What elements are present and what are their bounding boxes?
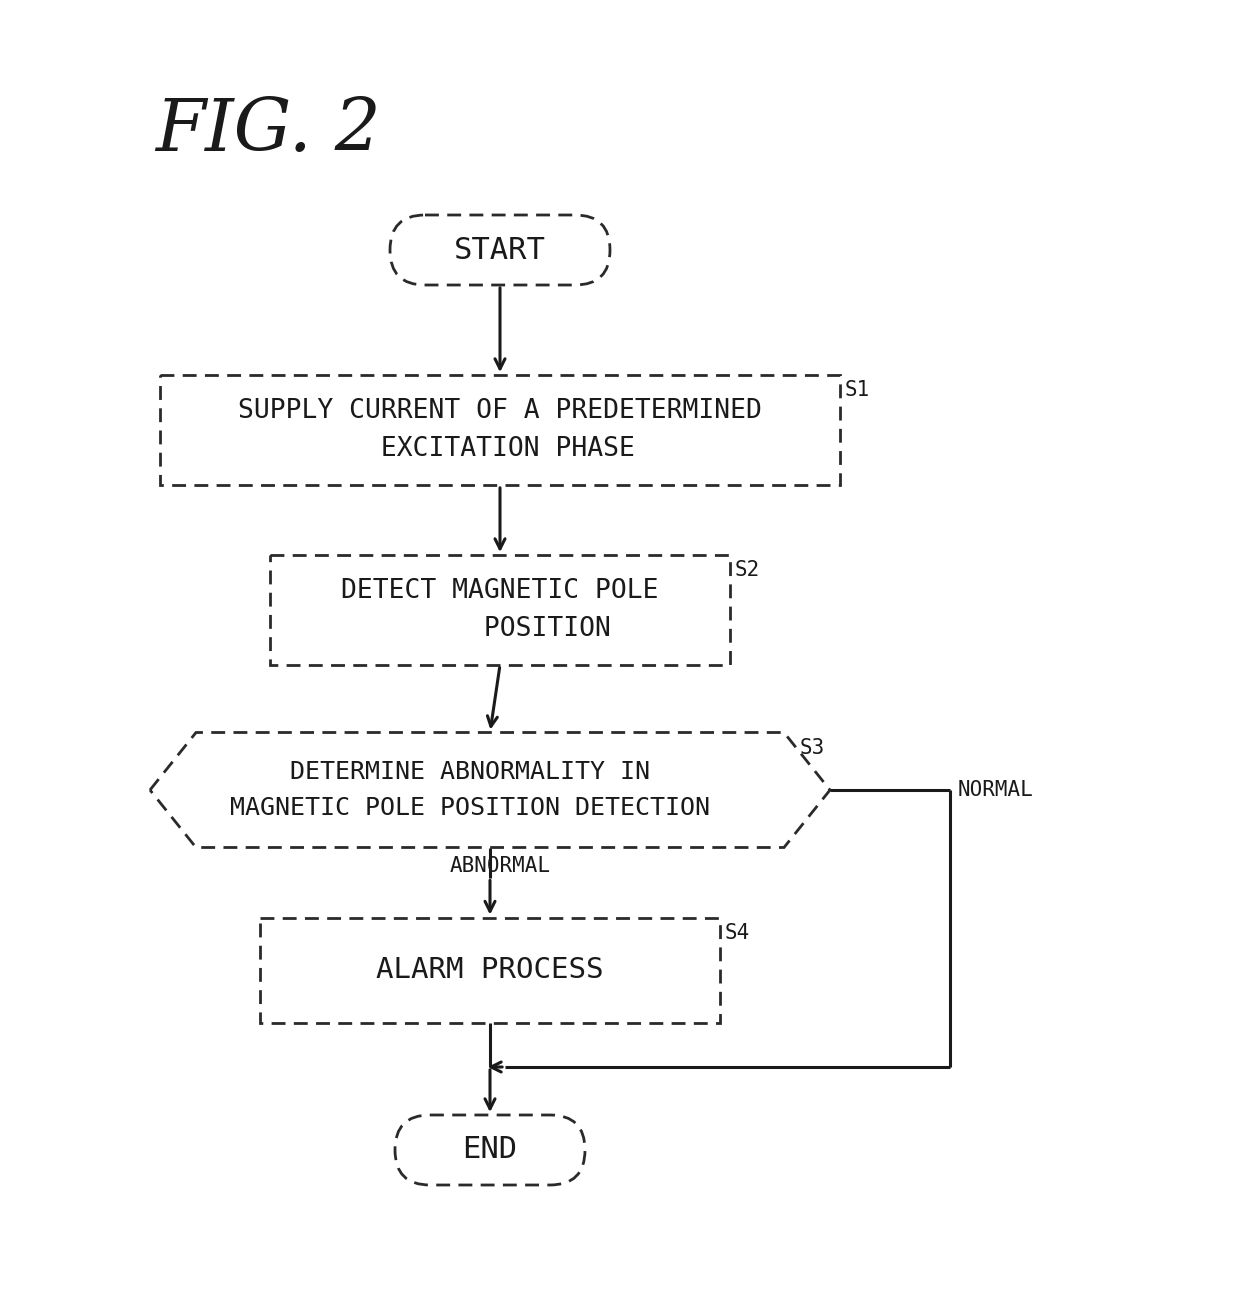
Text: S2: S2 (735, 559, 760, 580)
Text: START: START (454, 235, 546, 265)
Bar (160, 375, 839, 484)
Text: DETERMINE ABNORMALITY IN
MAGNETIC POLE POSITION DETECTION: DETERMINE ABNORMALITY IN MAGNETIC POLE P… (229, 760, 711, 819)
Text: S4: S4 (725, 922, 750, 942)
Bar (260, 917, 720, 1022)
Text: ALARM PROCESS: ALARM PROCESS (376, 956, 604, 985)
Text: ABNORMAL: ABNORMAL (449, 855, 551, 876)
Text: NORMAL: NORMAL (959, 780, 1034, 800)
Text: DETECT MAGNETIC POLE
         POSITION: DETECT MAGNETIC POLE POSITION (341, 578, 658, 642)
Polygon shape (150, 733, 830, 848)
Bar (270, 556, 730, 665)
FancyBboxPatch shape (391, 214, 610, 286)
Text: END: END (463, 1136, 517, 1164)
Text: SUPPLY CURRENT OF A PREDETERMINED
         EXCITATION PHASE: SUPPLY CURRENT OF A PREDETERMINED EXCITA… (238, 398, 761, 463)
Text: S1: S1 (844, 380, 870, 401)
Text: S3: S3 (800, 738, 826, 757)
Text: FIG. 2: FIG. 2 (155, 96, 381, 165)
FancyBboxPatch shape (396, 1115, 585, 1185)
